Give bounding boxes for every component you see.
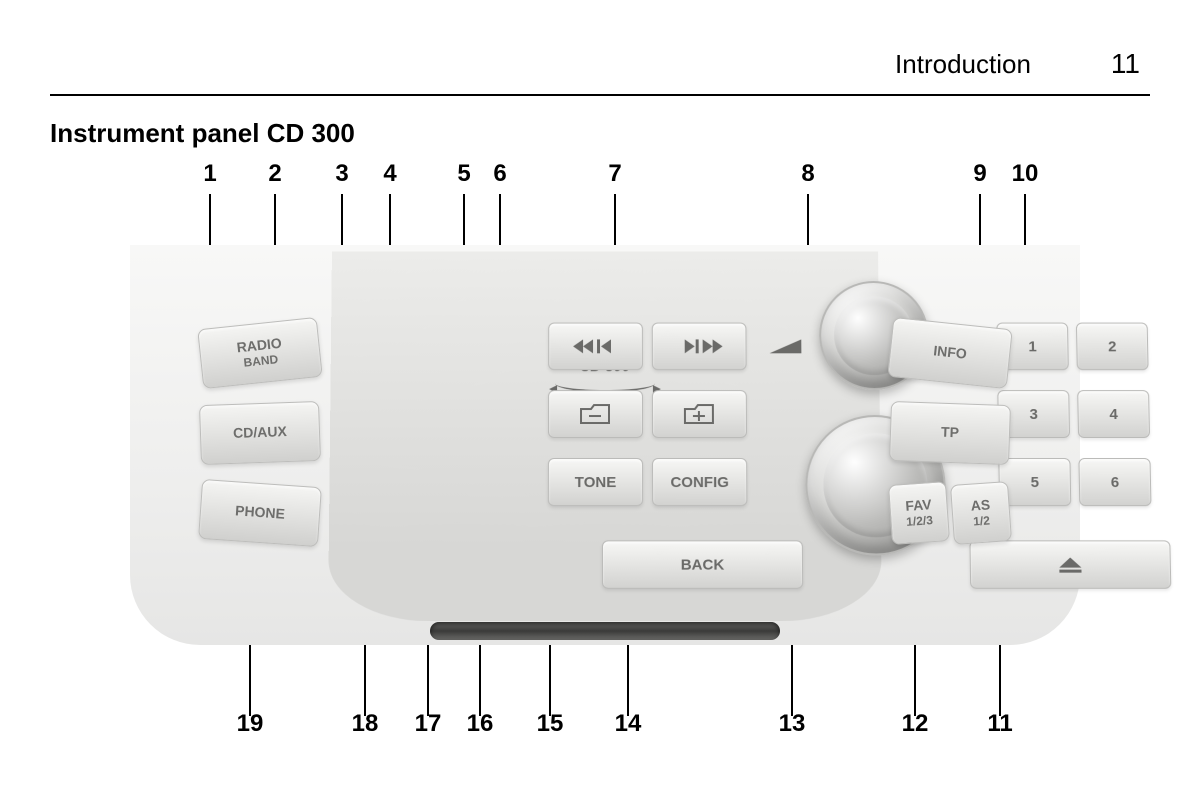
cd-slot xyxy=(430,622,780,640)
wing-tp[interactable]: TP xyxy=(889,401,1011,465)
panel-face: CD 300 1234TONECONFIG56BACK RADIOBAND CD/… xyxy=(130,245,1080,645)
panel-illustration: CD 300 1234TONECONFIG56BACK RADIOBAND CD/… xyxy=(80,225,1130,665)
btn-config[interactable]: CONFIG xyxy=(652,458,747,506)
btn-back[interactable]: BACK xyxy=(602,540,803,588)
wing-as[interactable]: AS1/2 xyxy=(950,481,1012,545)
header-page-number: 11 xyxy=(1111,48,1140,80)
wing-info[interactable]: INFO xyxy=(887,317,1013,389)
btn-eject-icon[interactable] xyxy=(969,540,1171,588)
btn-6[interactable]: 6 xyxy=(1078,458,1151,506)
section-title: Instrument panel CD 300 xyxy=(50,118,355,149)
btn-5[interactable]: 5 xyxy=(998,458,1071,506)
wing-radio[interactable]: RADIOBAND xyxy=(197,317,323,389)
wing-cd-aux[interactable]: CD/AUX xyxy=(199,401,321,465)
btn-2[interactable]: 2 xyxy=(1076,323,1149,371)
wing-fav[interactable]: FAV1/2/3 xyxy=(888,481,950,545)
btn-tone[interactable]: TONE xyxy=(548,458,643,506)
btn-rew-icon[interactable] xyxy=(548,323,643,371)
btn-folder-plus-icon[interactable] xyxy=(652,390,747,438)
btn-4[interactable]: 4 xyxy=(1077,390,1150,438)
page-header: Introduction 11 xyxy=(895,48,1140,80)
header-rule xyxy=(50,94,1150,96)
instrument-panel-diagram: 12345678910 191817161514131211 CD 300 12… xyxy=(80,160,1130,750)
volume-triangle-icon xyxy=(761,323,809,371)
wing-phone[interactable]: PHONE xyxy=(198,479,322,547)
header-section: Introduction xyxy=(895,49,1031,80)
btn-fwd-icon[interactable] xyxy=(652,323,747,371)
center-console: CD 300 1234TONECONFIG56BACK xyxy=(328,251,882,621)
btn-folder-minus-icon[interactable] xyxy=(548,390,643,438)
